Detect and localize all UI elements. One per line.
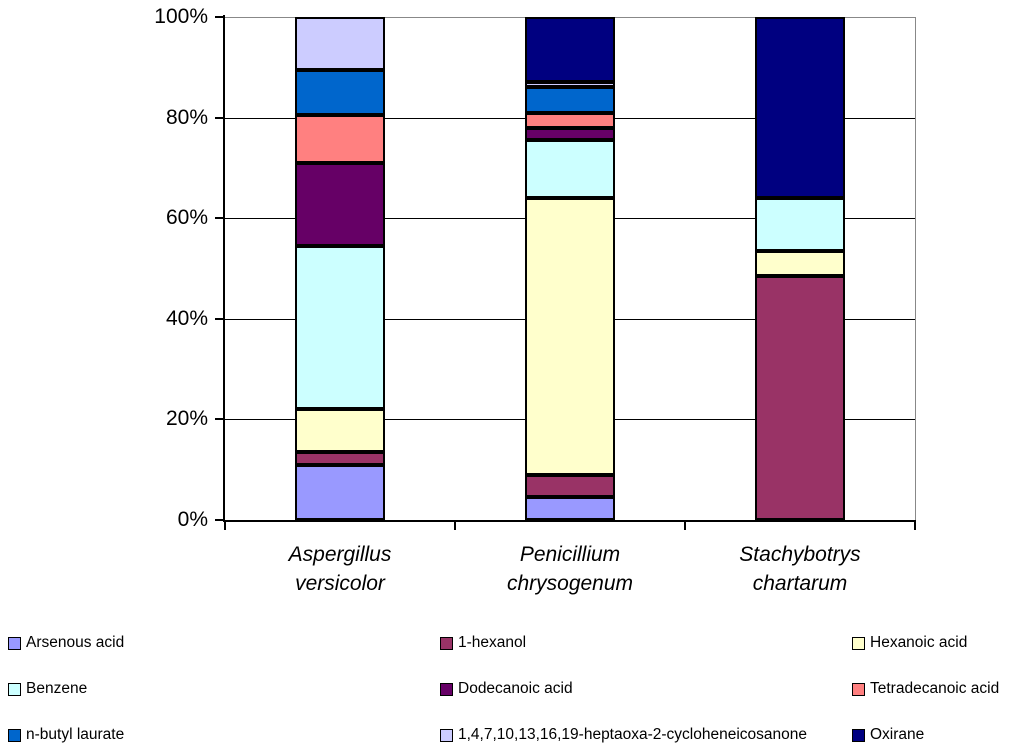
y-tick-label: 100%	[154, 5, 208, 28]
category-axis-tick	[914, 522, 916, 530]
y-axis-tick	[215, 418, 224, 420]
y-axis-tick	[215, 117, 224, 119]
bar-segment-1-4-7-10-13-16-19-heptaoxa-2-cycloheneicosanone	[525, 82, 615, 88]
category-label-line: Stachybotrys	[739, 543, 861, 566]
category-label: Stachybotrys chartarum	[685, 540, 915, 598]
category-axis-tick	[454, 522, 456, 530]
bar-segment-hexanoic-acid	[295, 409, 385, 453]
y-tick-label: 0%	[177, 508, 208, 531]
bar-segment-n-butyl-laurate	[295, 69, 385, 116]
legend-label: Hexanoic acid	[870, 634, 968, 651]
bar-segment-1-hexanol	[295, 452, 385, 465]
legend-label: Arsenous acid	[26, 634, 125, 651]
y-tick-label: 60%	[165, 206, 208, 229]
bar-segment-1-hexanol	[755, 276, 845, 520]
bar-segment-1-hexanol	[525, 474, 615, 498]
y-axis-tick	[215, 318, 224, 320]
stacked-bar-penicillium-chrysogenum	[525, 17, 615, 520]
bar-segment-benzene	[755, 198, 845, 251]
legend-label: Oxirane	[870, 726, 925, 743]
legend-item: 1,4,7,10,13,16,19-heptaoxa-2-cycloheneic…	[440, 726, 808, 743]
bar-segment-dodecanoic-acid	[295, 162, 385, 246]
bar-segment-n-butyl-laurate	[525, 87, 615, 113]
bar-segment-benzene	[525, 140, 615, 199]
y-tick-label: 80%	[165, 106, 208, 129]
bar-segment-1-4-7-10-13-16-19-heptaoxa-2-cycloheneicosanone	[295, 17, 385, 70]
legend-swatch	[440, 728, 453, 742]
bar-segment-hexanoic-acid	[755, 250, 845, 277]
legend-swatch	[440, 682, 453, 696]
category-label-line: versicolor	[295, 572, 385, 595]
x-axis-line	[223, 520, 916, 522]
category-label-line: chartarum	[752, 572, 848, 595]
legend-item: n-butyl laurate	[8, 726, 125, 743]
y-axis-tick	[215, 16, 224, 18]
legend-item: Dodecanoic acid	[440, 680, 573, 697]
bar-segment-hexanoic-acid	[525, 198, 615, 475]
category-label-line: chrysogenum	[506, 572, 634, 595]
plot-area	[225, 17, 916, 520]
legend-swatch	[440, 636, 453, 650]
legend-label: Tetradecanoic acid	[870, 680, 1000, 697]
legend-label: 1-hexanol	[458, 634, 527, 651]
bar-segment-oxirane	[525, 17, 615, 83]
legend-swatch	[8, 636, 21, 650]
y-axis-line	[223, 15, 225, 522]
legend-item: 1-hexanol	[440, 634, 527, 651]
legend-item: Arsenous acid	[8, 634, 125, 651]
y-tick-label: 40%	[165, 307, 208, 330]
y-tick-label: 20%	[165, 407, 208, 430]
stacked-bar-aspergillus-versicolor	[295, 17, 385, 520]
legend-swatch	[8, 728, 21, 742]
legend-label: Benzene	[26, 680, 88, 697]
legend-label: 1,4,7,10,13,16,19-heptaoxa-2-cycloheneic…	[458, 726, 808, 743]
bar-segment-arsenous-acid	[525, 497, 615, 520]
legend-label: n-butyl laurate	[26, 726, 125, 743]
y-axis-tick	[215, 519, 224, 521]
category-label-line: Aspergillus	[288, 543, 392, 566]
legend-item: Hexanoic acid	[852, 634, 968, 651]
bar-segment-oxirane	[755, 17, 845, 199]
stacked-bar-stachybotrys-chartarum	[755, 17, 845, 520]
y-axis-tick	[215, 217, 224, 219]
category-label-line: Penicillium	[519, 543, 621, 566]
legend-item: Tetradecanoic acid	[852, 680, 1000, 697]
legend-item: Oxirane	[852, 726, 925, 743]
category-label: Aspergillus versicolor	[225, 540, 455, 598]
legend-item: Benzene	[8, 680, 88, 697]
legend-swatch	[852, 682, 865, 696]
bar-segment-arsenous-acid	[295, 464, 385, 520]
bar-segment-tetradecanoic-acid	[525, 112, 615, 128]
legend-swatch	[852, 728, 865, 742]
legend-label: Dodecanoic acid	[458, 680, 573, 697]
bar-segment-dodecanoic-acid	[525, 127, 615, 141]
bar-segment-benzene	[295, 245, 385, 410]
category-axis-tick	[684, 522, 686, 530]
bar-segment-tetradecanoic-acid	[295, 115, 385, 163]
category-label: Penicillium chrysogenum	[455, 540, 685, 598]
category-axis-tick	[224, 522, 226, 530]
legend-swatch	[852, 636, 865, 650]
legend-swatch	[8, 682, 21, 696]
